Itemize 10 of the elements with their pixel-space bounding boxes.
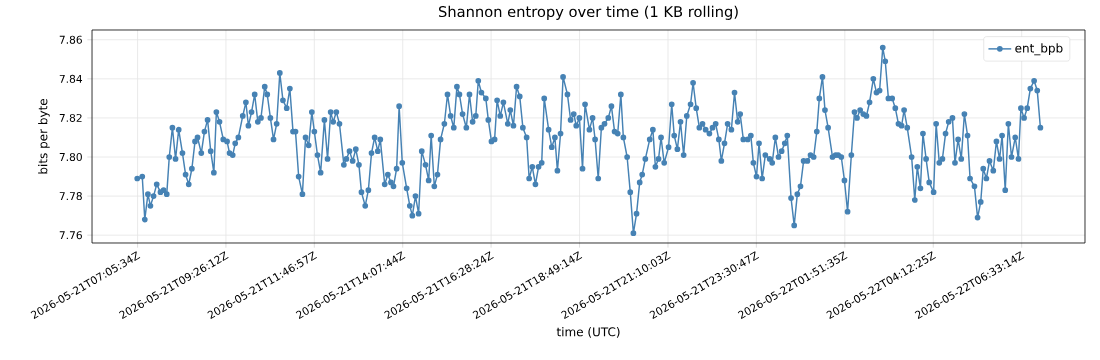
y-tick-label: 7.86: [59, 35, 82, 44]
y-tick-label: 7.80: [59, 152, 82, 162]
y-axis-title: bits per byte: [38, 98, 50, 174]
y-tick-label: 7.84: [59, 74, 83, 83]
chart-title: Shannon entropy over time (1 KB rolling): [438, 5, 738, 20]
legend-label: ent_bpb: [1015, 43, 1063, 56]
y-tick-label: 7.78: [59, 192, 82, 201]
y-tick-label: 7.76: [59, 231, 82, 240]
y-tick-label: 7.82: [59, 113, 82, 122]
x-axis-title: time (UTC): [556, 327, 620, 338]
